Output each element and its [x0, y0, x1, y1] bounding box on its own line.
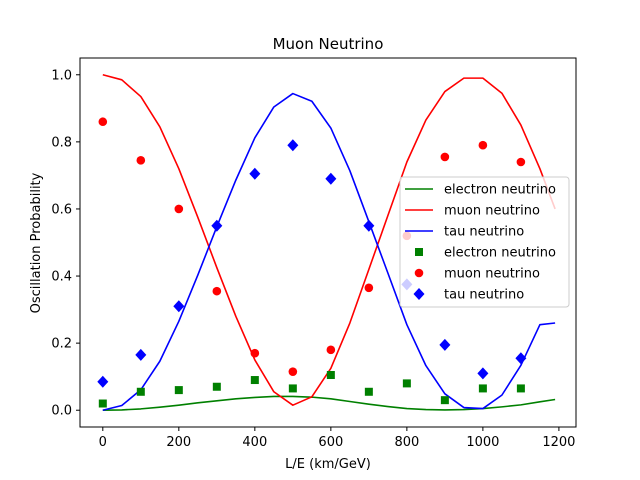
- legend-marker-swatch: [414, 268, 424, 278]
- tau-neutrino-point: [97, 375, 109, 388]
- y-tick-label: 0.2: [51, 337, 72, 352]
- legend-label: electron neutrino: [444, 183, 556, 198]
- tau-neutrino-point: [477, 367, 489, 380]
- legend-label: muon neutrino: [444, 267, 540, 282]
- x-tick-label: 1000: [466, 435, 499, 450]
- y-tick-label: 1.0: [51, 68, 72, 83]
- tau-neutrino-point: [135, 348, 147, 361]
- muon-neutrino-point: [440, 152, 450, 162]
- electron-neutrino-point: [516, 384, 525, 393]
- legend-label: muon neutrino: [444, 204, 540, 219]
- x-axis-label: L/E (km/GeV): [285, 457, 371, 472]
- electron-neutrino-point: [326, 371, 335, 380]
- x-tick-label: 1200: [542, 435, 575, 450]
- legend-entry: muon neutrino: [414, 267, 540, 282]
- legend-entry: electron neutrino: [415, 246, 556, 261]
- electron-neutrino-point: [478, 384, 487, 393]
- tau-neutrino-point: [515, 352, 527, 365]
- legend-marker-swatch: [413, 288, 425, 300]
- legend-entry: electron neutrino: [405, 183, 556, 198]
- legend-label: tau neutrino: [444, 225, 524, 240]
- legend-entry: tau neutrino: [405, 225, 524, 240]
- legend-label: electron neutrino: [444, 246, 556, 261]
- legend-box: [399, 176, 570, 308]
- muon-neutrino-point: [364, 283, 374, 293]
- muon-neutrino-point: [326, 345, 336, 355]
- electron-neutrino-point: [364, 387, 373, 396]
- legend: electron neutrino muon neutrino tau neutri…: [399, 176, 570, 308]
- tau-neutrino-point: [173, 300, 185, 313]
- tau-neutrino-point: [287, 139, 299, 152]
- tau-neutrino-curve: [102, 92, 556, 412]
- muon-neutrino-point: [478, 140, 488, 150]
- tau-neutrino-point: [439, 338, 451, 351]
- muon-neutrino-point: [516, 157, 526, 167]
- y-axis: 0.0 0.2 0.4 0.6 0.8 1.0: [51, 68, 80, 419]
- x-axis: 0 200 400 600 800 1000 1200: [99, 427, 575, 450]
- muon-neutrino-point: [174, 204, 184, 214]
- muon-neutrino-curve: [102, 73, 556, 407]
- muon-neutrino-point: [98, 117, 108, 127]
- legend-entry: muon neutrino: [405, 204, 540, 219]
- y-tick-label: 0.8: [51, 135, 72, 150]
- x-tick-label: 800: [394, 435, 419, 450]
- plot-area: [97, 73, 556, 412]
- x-tick-label: 600: [318, 435, 343, 450]
- electron-neutrino-point: [98, 399, 107, 408]
- x-tick-label: 400: [242, 435, 267, 450]
- electron-neutrino-point: [174, 386, 183, 395]
- tau-neutrino-point: [211, 219, 223, 232]
- y-tick-label: 0.6: [51, 202, 72, 217]
- legend-marker-swatch: [415, 248, 423, 256]
- electron-neutrino-point: [250, 376, 259, 385]
- axes-frame: [79, 57, 577, 428]
- chart-title: Muon Neutrino: [273, 35, 384, 53]
- y-tick-label: 0.0: [51, 404, 72, 419]
- tau-neutrino-point: [363, 219, 375, 232]
- muon-neutrino-point: [212, 286, 222, 296]
- x-tick-label: 0: [99, 435, 107, 450]
- y-axis-label: Oscillation Probability: [29, 172, 44, 313]
- tau-neutrino-point: [249, 167, 261, 180]
- muon-neutrino-point: [136, 156, 146, 165]
- y-tick-label: 0.4: [51, 270, 72, 285]
- electron-neutrino-point: [288, 384, 297, 393]
- electron-neutrino-point: [440, 396, 449, 405]
- muon-neutrino-point: [288, 367, 298, 376]
- electron-neutrino-point: [212, 382, 221, 391]
- muon-neutrino-point: [250, 348, 260, 358]
- tau-neutrino-point: [325, 172, 337, 185]
- legend-label: tau neutrino: [444, 288, 524, 303]
- electron-neutrino-point: [136, 387, 145, 396]
- x-tick-label: 200: [166, 435, 191, 450]
- legend-entry: tau neutrino: [413, 288, 524, 303]
- electron-neutrino-point: [402, 379, 411, 388]
